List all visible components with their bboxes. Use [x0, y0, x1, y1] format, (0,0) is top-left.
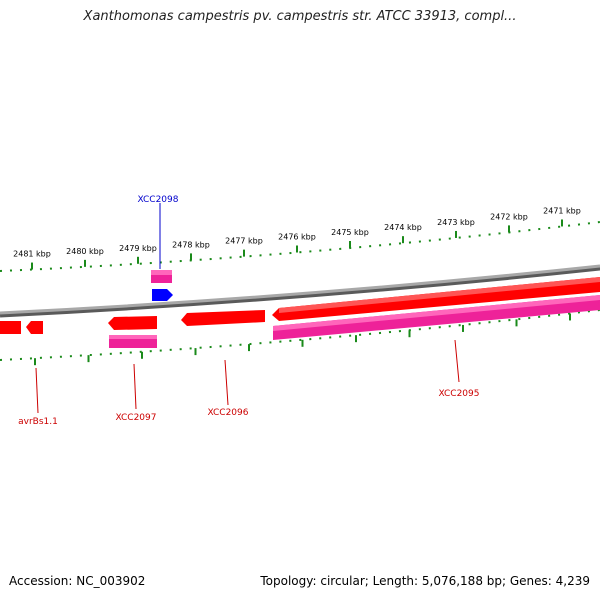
map-title: Xanthomonas campestris pv. campestris st… [83, 9, 517, 24]
gene-xcc2095-leader [454, 339, 460, 383]
scale-label: 2476 kbp [278, 232, 316, 241]
backbone [0, 264, 600, 318]
outer-major-ticks [31, 219, 563, 270]
gene-xcc2096-leader [224, 359, 229, 406]
scale-labels: 2481 kbp 2480 kbp 2479 kbp 2478 kbp 2477 kbp… [13, 206, 581, 258]
gene-labels: XCC2098 avrBs1.1 XCC2097 XCC2096 XCC2095 [18, 195, 479, 427]
scale-label: 2475 kbp [331, 228, 369, 237]
outer-scale-ring [0, 221, 600, 272]
gene-xcc2098-arrow [152, 289, 173, 301]
scale-label: 2477 kbp [225, 237, 263, 246]
backbone-shadow [0, 265, 600, 318]
scale-label: 2478 kbp [172, 240, 210, 249]
gene-label-xcc2098: XCC2098 [138, 195, 179, 205]
accession-text: Accession: NC_003902 [9, 574, 146, 588]
gene-xcc2096-block[interactable] [181, 310, 265, 406]
scale-label: 2479 kbp [119, 244, 157, 253]
inner-major-ticks [34, 313, 571, 366]
gene-avrbs1-block[interactable] [0, 321, 43, 414]
gene-xcc2097-leader [133, 363, 137, 410]
gene-xcc2095-block[interactable] [272, 277, 600, 383]
gene-xcc2098-block[interactable] [151, 203, 173, 301]
scale-label: 2471 kbp [543, 206, 581, 215]
gene-label-avrbs1: avrBs1.1 [18, 417, 58, 427]
scale-label: 2480 kbp [66, 247, 104, 256]
gene-avrbs1-leader [35, 367, 39, 414]
scale-label: 2481 kbp [13, 250, 51, 259]
scale-label: 2472 kbp [490, 212, 528, 221]
gene-label-xcc2096: XCC2096 [208, 408, 249, 418]
gene-label-xcc2097: XCC2097 [116, 413, 157, 423]
scale-label: 2473 kbp [437, 218, 475, 227]
topology-text: Topology: circular; Length: 5,076,188 bp… [260, 574, 590, 588]
gene-label-xcc2095: XCC2095 [439, 389, 480, 399]
inner-scale-ring [0, 309, 600, 361]
gene-xcc2097-block[interactable] [108, 316, 157, 410]
scale-label: 2474 kbp [384, 223, 422, 232]
backbone-line [0, 264, 600, 315]
